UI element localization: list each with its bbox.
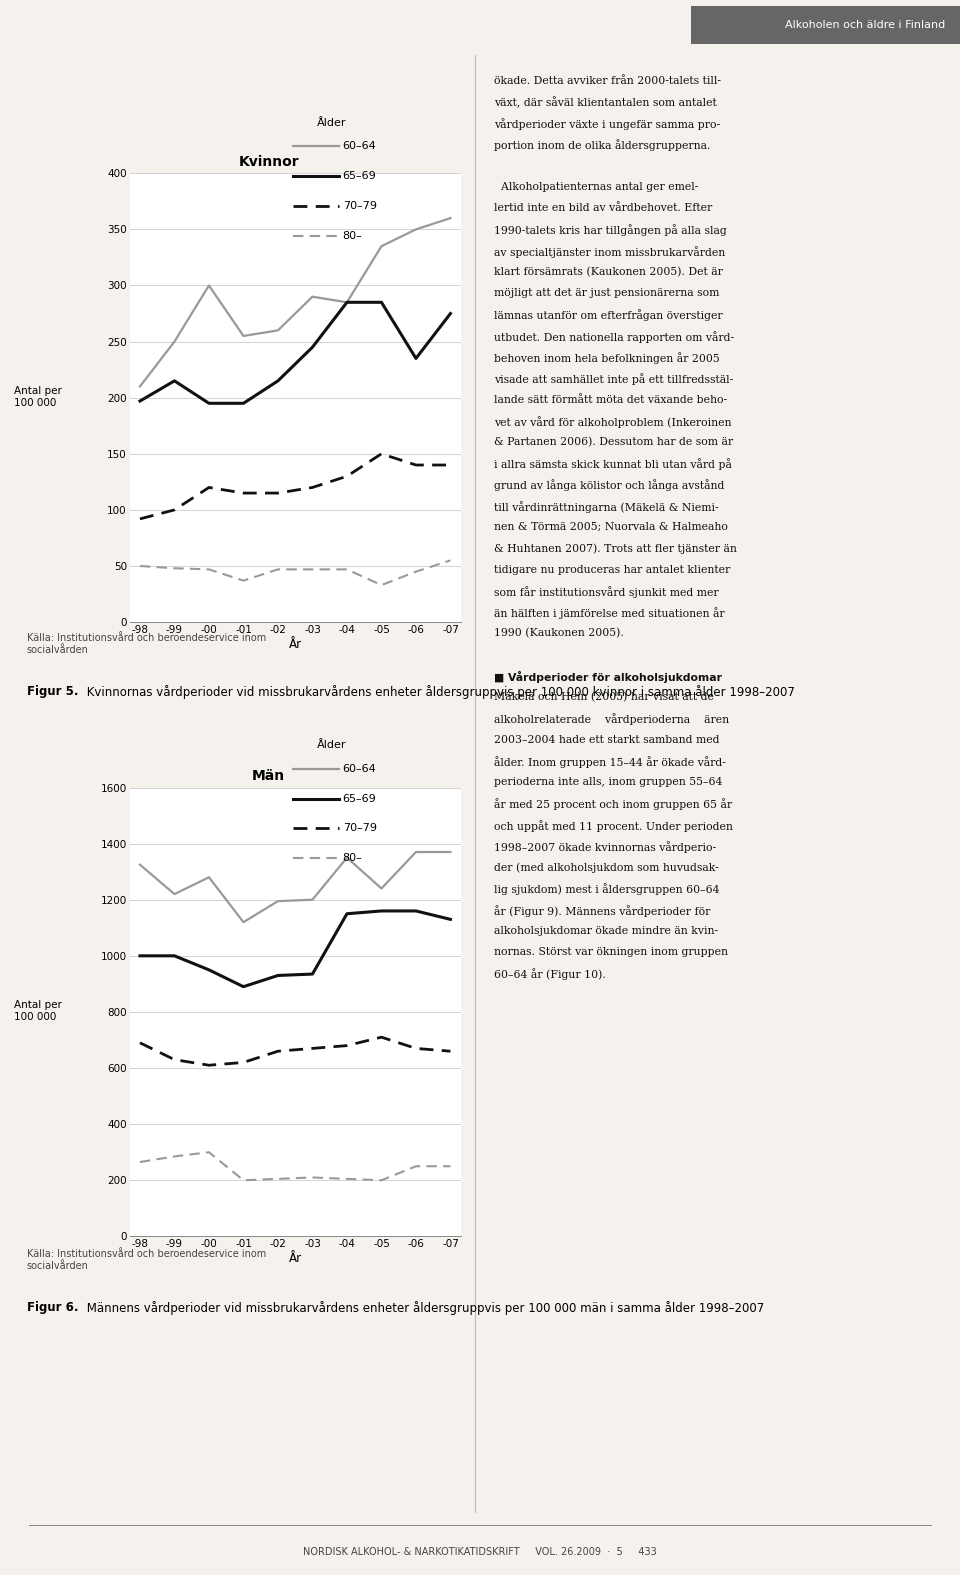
Text: portion inom de olika åldersgrupperna.: portion inom de olika åldersgrupperna. <box>494 140 710 151</box>
Text: Antal per
100 000: Antal per 100 000 <box>14 1000 62 1022</box>
Text: 70–79: 70–79 <box>343 202 376 211</box>
Text: 1990-talets kris har tillgången på alla slag: 1990-talets kris har tillgången på alla … <box>494 224 727 236</box>
Text: och uppåt med 11 procent. Under perioden: och uppåt med 11 procent. Under perioden <box>494 819 733 832</box>
Text: ■ Vårdperioder för alkoholsjukdomar: ■ Vårdperioder för alkoholsjukdomar <box>494 671 723 684</box>
Text: Källa: Institutionsvård och beroendeservice inom
socialvården: Källa: Institutionsvård och beroendeserv… <box>27 1249 266 1271</box>
X-axis label: År: År <box>289 1252 301 1265</box>
Text: lande sätt förmått möta det växande beho-: lande sätt förmått möta det växande beho… <box>494 395 728 405</box>
Text: & Huhtanen 2007). Trots att fler tjänster än: & Huhtanen 2007). Trots att fler tjänste… <box>494 543 737 554</box>
Text: än hälften i jämförelse med situationen år: än hälften i jämförelse med situationen … <box>494 608 725 619</box>
Text: alkoholsjukdomar ökade mindre än kvin-: alkoholsjukdomar ökade mindre än kvin- <box>494 926 718 936</box>
Text: nen & Törmä 2005; Nuorvala & Halmeaho: nen & Törmä 2005; Nuorvala & Halmeaho <box>494 523 729 532</box>
Text: i allra sämsta skick kunnat bli utan vård på: i allra sämsta skick kunnat bli utan vår… <box>494 458 732 471</box>
Text: 1998–2007 ökade kvinnornas vårdperio-: 1998–2007 ökade kvinnornas vårdperio- <box>494 841 716 854</box>
Text: perioderna inte alls, inom gruppen 55–64: perioderna inte alls, inom gruppen 55–64 <box>494 778 723 788</box>
Text: vårdperioder växte i ungefär samma pro-: vårdperioder växte i ungefär samma pro- <box>494 118 721 131</box>
Text: ålder. Inom gruppen 15–44 år ökade vård-: ålder. Inom gruppen 15–44 år ökade vård- <box>494 756 727 769</box>
Text: till vårdinrättningarna (Mäkelä & Niemi-: till vårdinrättningarna (Mäkelä & Niemi- <box>494 501 719 513</box>
Text: nornas. Störst var ökningen inom gruppen: nornas. Störst var ökningen inom gruppen <box>494 948 729 958</box>
Text: år (Figur 9). Männens vårdperioder för: år (Figur 9). Männens vårdperioder för <box>494 904 710 917</box>
Text: Kvinnornas vårdperioder vid missbrukarvårdens enheter åldersgruppvis per 100 000: Kvinnornas vårdperioder vid missbrukarvå… <box>83 685 795 699</box>
Text: 80–: 80– <box>343 854 363 863</box>
Text: Männens vårdperioder vid missbrukarvårdens enheter åldersgruppvis per 100 000 mä: Männens vårdperioder vid missbrukarvårde… <box>83 1301 764 1315</box>
Text: 80–: 80– <box>343 232 363 241</box>
Text: 60–64: 60–64 <box>343 764 376 773</box>
Text: 65–69: 65–69 <box>343 794 376 803</box>
Text: lämnas utanför om efterfrågan överstiger: lämnas utanför om efterfrågan överstiger <box>494 309 723 321</box>
Text: möjligt att det är just pensionärerna som: möjligt att det är just pensionärerna so… <box>494 288 720 298</box>
Text: Män: Män <box>252 769 285 783</box>
Text: vet av vård för alkoholproblem (Inkeroinen: vet av vård för alkoholproblem (Inkeroin… <box>494 416 732 428</box>
Text: växt, där såväl klientantalen som antalet: växt, där såväl klientantalen som antale… <box>494 98 717 109</box>
Text: Figur 5.: Figur 5. <box>27 685 79 698</box>
Text: Ålder: Ålder <box>317 740 347 750</box>
Text: som får institutionsvård sjunkit med mer: som får institutionsvård sjunkit med mer <box>494 586 719 598</box>
Text: 60–64: 60–64 <box>343 142 376 151</box>
Text: Alkoholen och äldre i Finland: Alkoholen och äldre i Finland <box>785 20 946 30</box>
Text: 70–79: 70–79 <box>343 824 376 833</box>
Text: alkoholrelaterade    vårdperioderna    ären: alkoholrelaterade vårdperioderna ären <box>494 713 730 726</box>
Text: Källa: Institutionsvård och beroendeservice inom
socialvården: Källa: Institutionsvård och beroendeserv… <box>27 633 266 655</box>
Text: & Partanen 2006). Dessutom har de som är: & Partanen 2006). Dessutom har de som är <box>494 438 733 447</box>
Text: NORDISK ALKOHOL- & NARKOTIKATIDSKRIFT     VOL. 26.2009  ·  5     433: NORDISK ALKOHOL- & NARKOTIKATIDSKRIFT VO… <box>303 1547 657 1556</box>
Text: 1990 (Kaukonen 2005).: 1990 (Kaukonen 2005). <box>494 628 624 639</box>
Text: klart försämrats (Kaukonen 2005). Det är: klart försämrats (Kaukonen 2005). Det är <box>494 266 723 277</box>
Text: Ålder: Ålder <box>317 118 347 128</box>
Text: av specialtjänster inom missbrukarvården: av specialtjänster inom missbrukarvården <box>494 246 726 258</box>
Text: 60–64 år (Figur 10).: 60–64 år (Figur 10). <box>494 969 606 981</box>
X-axis label: År: År <box>289 638 301 650</box>
Text: grund av långa kölistor och långa avstånd: grund av långa kölistor och långa avstån… <box>494 480 725 491</box>
Text: lig sjukdom) mest i åldersgruppen 60–64: lig sjukdom) mest i åldersgruppen 60–64 <box>494 884 720 896</box>
Text: Kvinnor: Kvinnor <box>238 154 299 169</box>
Text: lertid inte en bild av vårdbehovet. Efter: lertid inte en bild av vårdbehovet. Efte… <box>494 203 712 213</box>
Text: Antal per
100 000: Antal per 100 000 <box>14 386 62 408</box>
Text: tidigare nu produceras har antalet klienter: tidigare nu produceras har antalet klien… <box>494 565 731 575</box>
Text: Figur 6.: Figur 6. <box>27 1301 79 1314</box>
Text: utbudet. Den nationella rapporten om vård-: utbudet. Den nationella rapporten om vår… <box>494 331 734 343</box>
Text: behoven inom hela befolkningen år 2005: behoven inom hela befolkningen år 2005 <box>494 353 720 364</box>
Text: visade att samhället inte på ett tillfredsstäl-: visade att samhället inte på ett tillfre… <box>494 373 733 386</box>
Text: 65–69: 65–69 <box>343 172 376 181</box>
Text: Alkoholpatienternas antal ger emel-: Alkoholpatienternas antal ger emel- <box>494 183 699 192</box>
Text: Mäkelä och Hein (2005) har visat att de: Mäkelä och Hein (2005) har visat att de <box>494 693 714 702</box>
Text: år med 25 procent och inom gruppen 65 år: år med 25 procent och inom gruppen 65 år <box>494 799 732 811</box>
Text: der (med alkoholsjukdom som huvudsak-: der (med alkoholsjukdom som huvudsak- <box>494 863 719 873</box>
Text: ökade. Detta avviker från 2000-talets till-: ökade. Detta avviker från 2000-talets ti… <box>494 76 721 85</box>
Text: 2003–2004 hade ett starkt samband med: 2003–2004 hade ett starkt samband med <box>494 734 720 745</box>
